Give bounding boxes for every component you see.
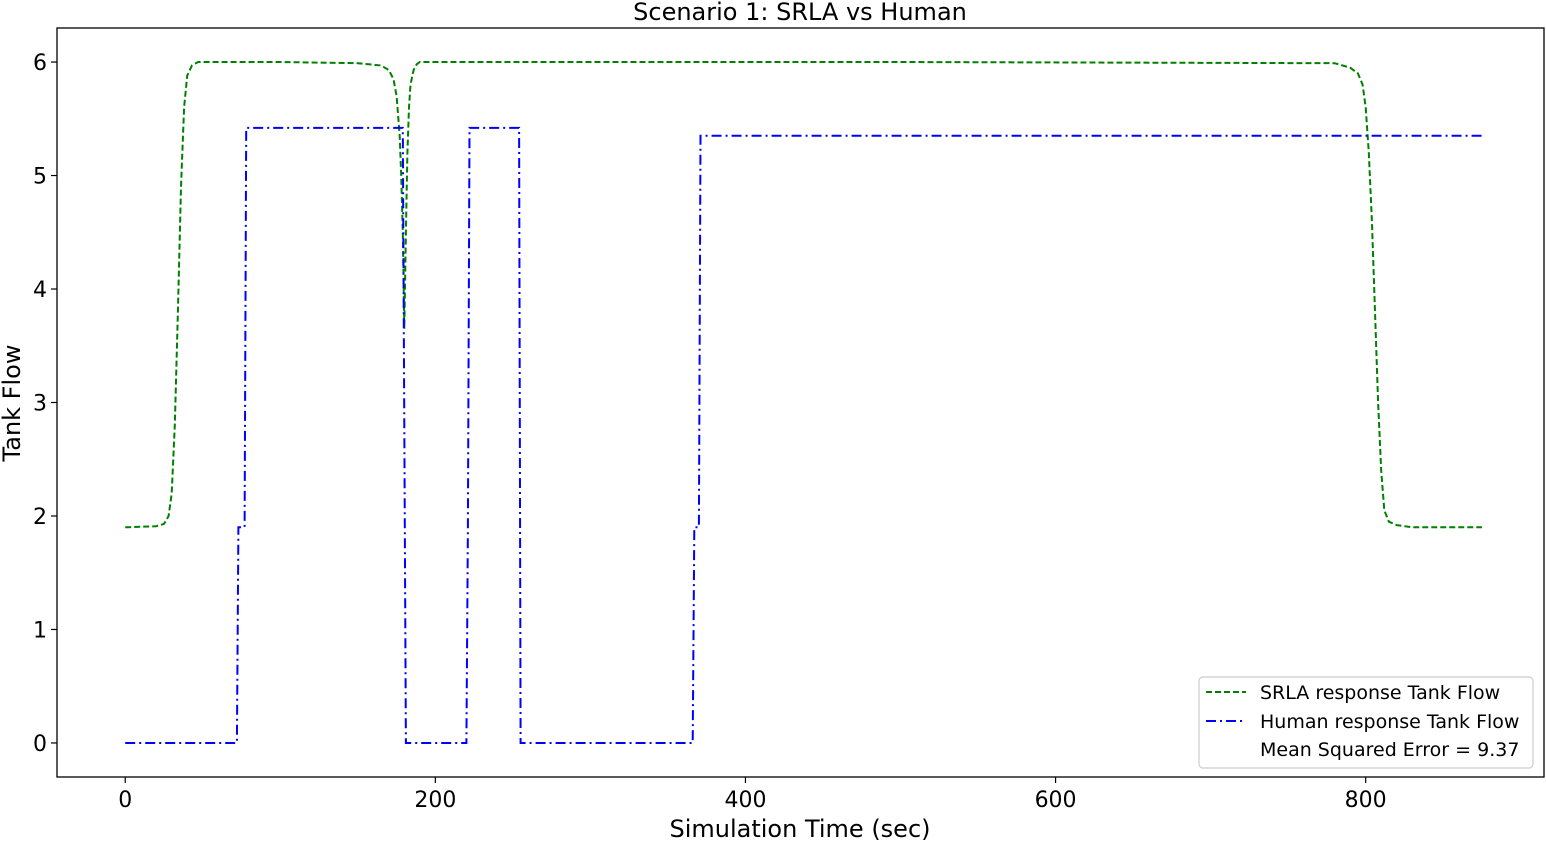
y-axis: 0 1 2 3 4 5 6 — [33, 51, 57, 757]
legend-label-srla: SRLA response Tank Flow — [1260, 682, 1500, 704]
x-tick-label: 0 — [118, 788, 132, 813]
legend-label-human: Human response Tank Flow — [1260, 711, 1519, 733]
y-tick-label: 6 — [33, 51, 47, 76]
plot-area — [125, 61, 1482, 744]
y-axis-title: Tank Flow — [0, 345, 26, 463]
legend: SRLA response Tank Flow Human response T… — [1198, 676, 1534, 769]
plot-frame — [56, 27, 1545, 778]
x-axis: 0 200 400 600 800 — [118, 777, 1387, 813]
series-line-srla — [125, 61, 1482, 529]
y-tick-label: 3 — [33, 392, 47, 417]
legend-label-mse: Mean Squared Error = 9.37 — [1260, 739, 1519, 761]
y-tick-label: 4 — [33, 278, 47, 303]
legend-box — [1198, 676, 1534, 769]
y-tick-label: 2 — [33, 505, 47, 530]
x-tick-label: 600 — [1035, 788, 1077, 813]
y-tick-label: 5 — [33, 165, 47, 190]
y-tick-label: 0 — [33, 732, 47, 757]
series-line-human — [125, 126, 1482, 744]
chart-title: Scenario 1: SRLA vs Human — [633, 0, 967, 26]
x-tick-label: 800 — [1345, 788, 1387, 813]
y-tick-label: 1 — [33, 618, 47, 643]
x-tick-label: 200 — [414, 788, 456, 813]
x-tick-label: 400 — [724, 788, 766, 813]
x-axis-title: Simulation Time (sec) — [669, 815, 930, 841]
